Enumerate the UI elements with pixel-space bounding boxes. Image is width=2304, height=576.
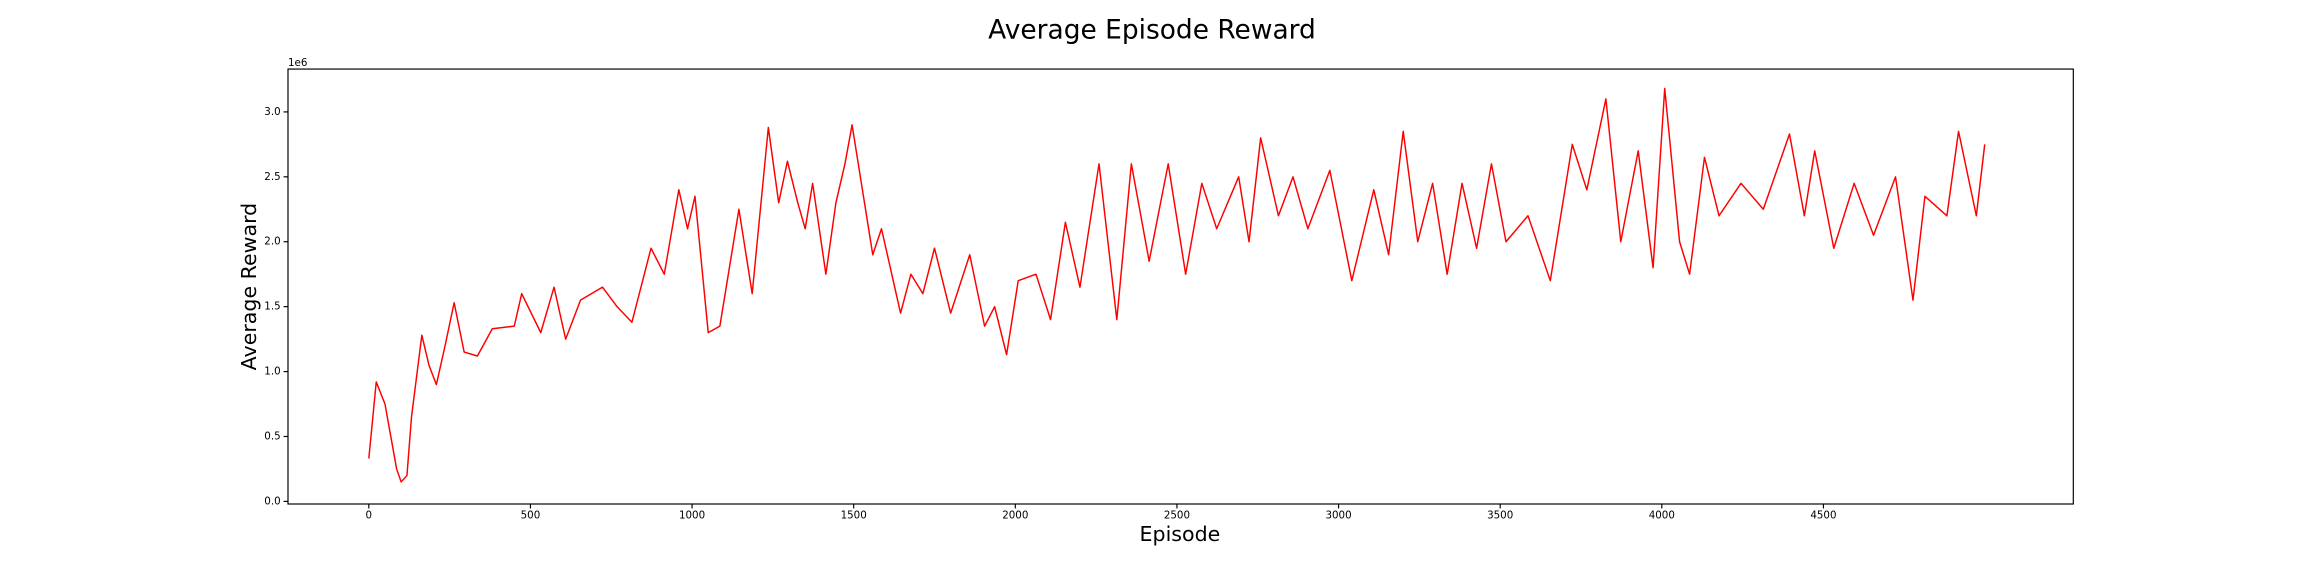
x-tick-label: 3000: [1325, 510, 1351, 522]
x-tick-label: 3500: [1487, 510, 1513, 522]
plot-frame: [287, 68, 2074, 505]
y-tick-label: 1.5: [264, 301, 280, 313]
y-tick-label: 2.5: [264, 171, 280, 183]
y-tick-label: 1.0: [264, 366, 280, 378]
x-tick-label: 4500: [1810, 510, 1836, 522]
x-tick-label: 1500: [841, 510, 867, 522]
x-tick-label: 0: [366, 510, 373, 522]
y-tick-label: 0.5: [264, 430, 280, 442]
y-axis-label: Average Reward: [237, 203, 261, 371]
y-tick-label: 3.0: [264, 106, 280, 118]
x-tick-label: 500: [521, 510, 541, 522]
x-tick-label: 1000: [679, 510, 705, 522]
x-tick-label: 4000: [1649, 510, 1675, 522]
y-tick-label: 0.0: [264, 495, 280, 507]
x-tick-label: 2500: [1164, 510, 1190, 522]
x-tick-label: 2000: [1002, 510, 1028, 522]
y-offset-label: 1e6: [288, 57, 307, 69]
y-tick-label: 2.0: [264, 236, 280, 248]
x-axis-label: Episode: [1140, 522, 1221, 546]
chart-title: Average Episode Reward: [988, 14, 1316, 45]
data-line: [368, 87, 1986, 483]
